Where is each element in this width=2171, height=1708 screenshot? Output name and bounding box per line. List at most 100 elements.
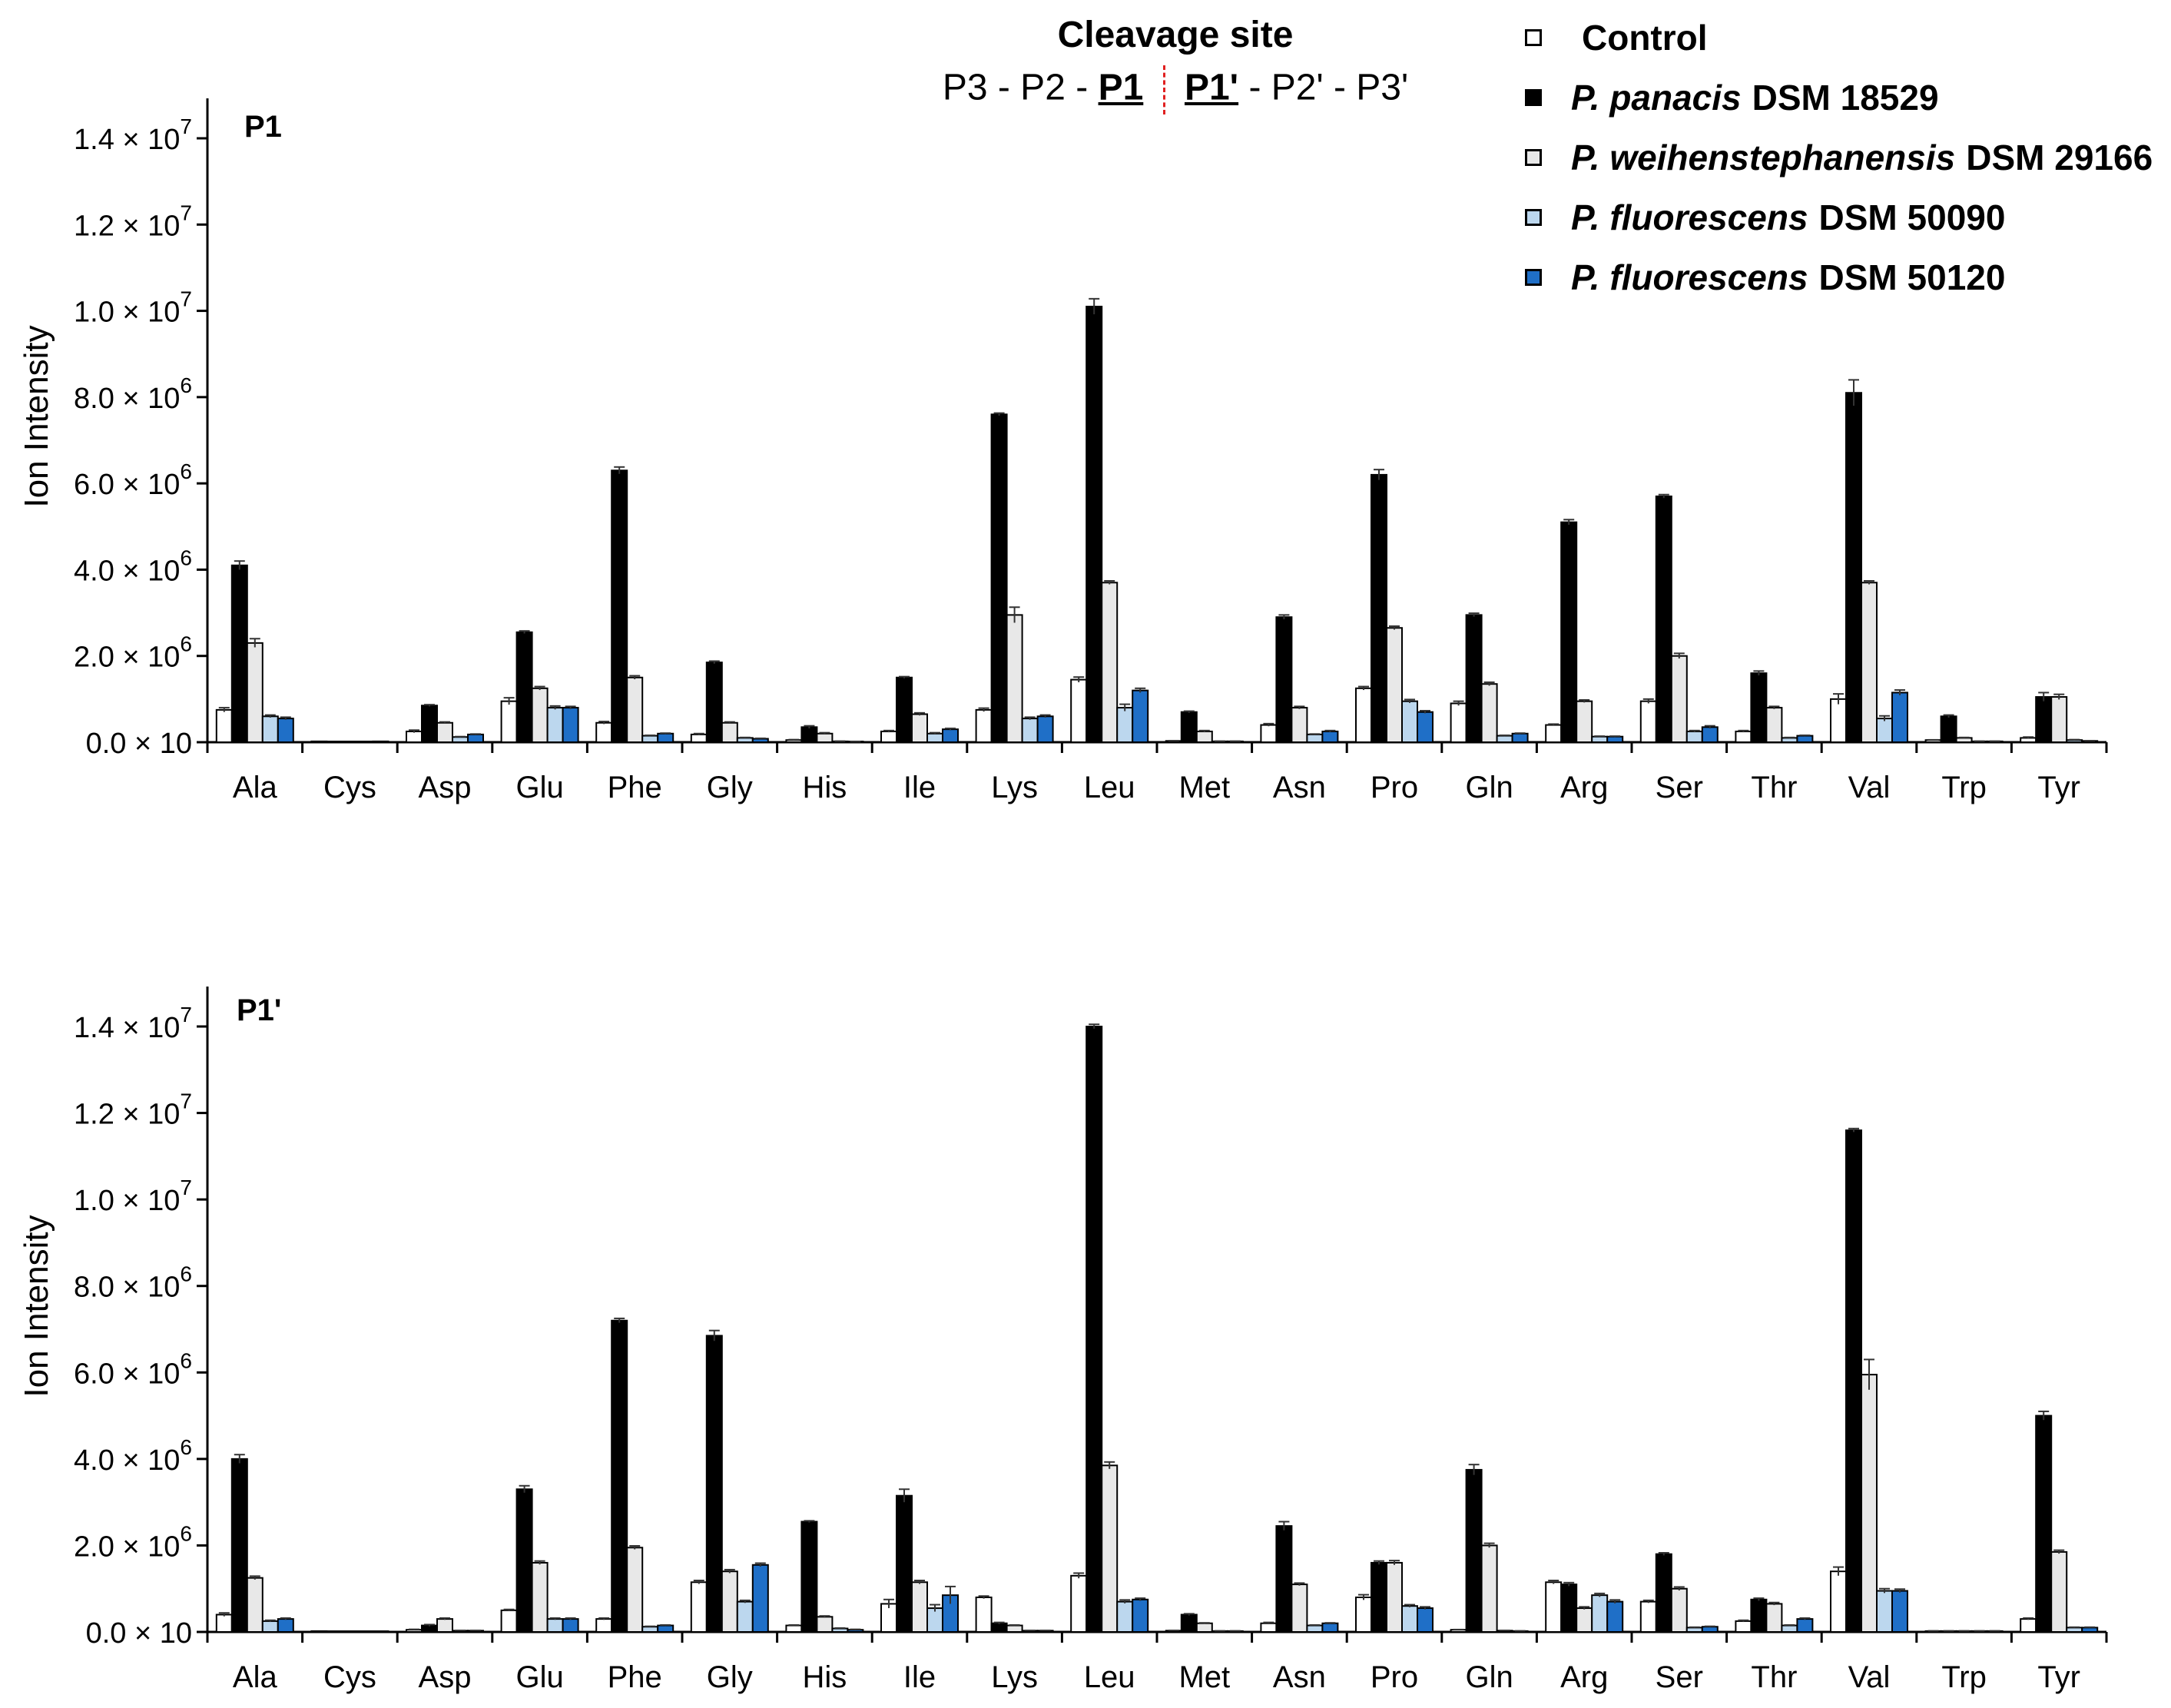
bar <box>1260 1622 1278 1633</box>
y-tick-label: 6.0 × 106 <box>74 459 192 501</box>
bar <box>531 1561 549 1633</box>
bar <box>1275 1525 1293 1633</box>
bar <box>356 741 374 743</box>
bar <box>2020 1618 2037 1633</box>
bar <box>1291 707 1308 743</box>
bar <box>1765 707 1783 743</box>
legend-item-panacis: P. panacis DSM 18529 <box>1525 68 2153 128</box>
bar <box>595 1618 613 1633</box>
legend-label: DSM 50090 <box>1818 197 2006 237</box>
bar <box>751 1564 769 1633</box>
bar <box>880 730 897 744</box>
bar <box>277 1618 294 1633</box>
bar <box>800 726 818 743</box>
bar <box>611 1319 628 1633</box>
bar <box>611 469 628 743</box>
bar <box>1465 1468 1483 1633</box>
x-tick-label: Ser <box>1656 1660 1703 1694</box>
bar <box>1371 1561 1387 1633</box>
x-tick-label: Leu <box>1084 771 1135 804</box>
x-tick-label: Thr <box>1751 771 1797 804</box>
bar <box>326 1630 343 1633</box>
bar <box>942 728 959 744</box>
bar <box>1735 730 1752 744</box>
x-tick-label: Cys <box>323 1660 376 1694</box>
x-tick-label: Tyr <box>2037 1660 2080 1694</box>
bar <box>626 676 644 743</box>
bar <box>1765 1603 1783 1633</box>
bar <box>785 1624 803 1633</box>
bar <box>1260 724 1278 743</box>
bar <box>2066 1627 2083 1633</box>
bar <box>1891 1590 1908 1633</box>
cleavage-cut-line <box>1162 65 1165 114</box>
bar <box>1891 691 1908 744</box>
bar <box>261 715 279 743</box>
bar <box>1861 1374 1878 1633</box>
bar <box>1606 735 1624 743</box>
bar <box>1576 700 1593 744</box>
bar <box>975 708 993 744</box>
x-tick-label: Lys <box>991 1660 1038 1694</box>
x-tick-label: Lys <box>991 771 1038 804</box>
legend-item-fluorescens-50120: P. fluorescens DSM 50120 <box>1525 247 2153 307</box>
bar <box>406 730 423 744</box>
bar <box>626 1547 644 1633</box>
x-tick-label: Arg <box>1560 771 1608 804</box>
bar <box>515 1488 533 1633</box>
x-tick-label: Met <box>1178 1660 1230 1694</box>
bar <box>1940 715 1957 743</box>
y-tick-label: 2.0 × 106 <box>74 632 192 674</box>
y-tick-label: 1.0 × 107 <box>74 1176 192 1217</box>
legend-item-control: Control <box>1525 8 2153 68</box>
bar <box>1195 1622 1213 1633</box>
bar <box>452 736 469 744</box>
bar <box>1685 730 1703 744</box>
bar <box>1750 672 1768 744</box>
bar <box>690 733 708 744</box>
bar <box>1511 732 1529 743</box>
bar <box>736 1600 754 1633</box>
bar <box>1830 698 1847 743</box>
y-tick-label: 1.2 × 107 <box>74 201 192 242</box>
bar <box>500 700 518 744</box>
bar <box>896 676 913 743</box>
chart-p1: P1 Ion Intensity 0.0 × 10 2.0 × 106 4.0 × … <box>18 98 2108 804</box>
bar <box>215 1613 233 1633</box>
bar <box>1306 1624 1324 1633</box>
y-tick-label: 4.0 × 106 <box>74 1435 192 1477</box>
bar <box>1006 614 1023 744</box>
y-tick-label: 1.2 × 107 <box>74 1089 192 1131</box>
x-tick-label: Arg <box>1560 1660 1608 1694</box>
y-tick-label: 4.0 × 106 <box>74 546 192 587</box>
bar <box>1070 678 1088 743</box>
y-tick-label: 8.0 × 106 <box>74 373 192 415</box>
legend-swatch <box>1525 29 1542 46</box>
bar <box>705 1335 723 1633</box>
cleavage-site: Cleavage site P3 - P2 - P1 P1' - P2' - P… <box>941 14 1410 114</box>
bar <box>911 713 928 743</box>
bar <box>546 1618 564 1633</box>
bar <box>1845 1129 1862 1633</box>
x-tick-label: His <box>803 771 847 804</box>
bar <box>1386 1561 1403 1633</box>
bar <box>1735 1620 1752 1633</box>
bar <box>990 413 1008 743</box>
bar <box>1006 1624 1023 1633</box>
bar <box>356 1630 374 1633</box>
x-tick-label: Glu <box>515 1660 563 1694</box>
bar <box>1830 1570 1847 1633</box>
bar <box>1086 305 1103 743</box>
x-tick-label: Met <box>1178 771 1230 804</box>
bar <box>1401 1605 1418 1633</box>
bar <box>911 1581 928 1633</box>
bar <box>990 1622 1008 1633</box>
x-tick-label: Cys <box>323 771 376 804</box>
bar <box>562 707 579 743</box>
x-tick-label: Ala <box>233 771 278 804</box>
x-tick-label: Ser <box>1656 771 1703 804</box>
x-tick-label: Pro <box>1371 1660 1418 1694</box>
legend-species: P. fluorescens <box>1571 257 1808 297</box>
bar <box>1021 718 1039 743</box>
x-tick-label: Trp <box>1941 1660 1987 1694</box>
